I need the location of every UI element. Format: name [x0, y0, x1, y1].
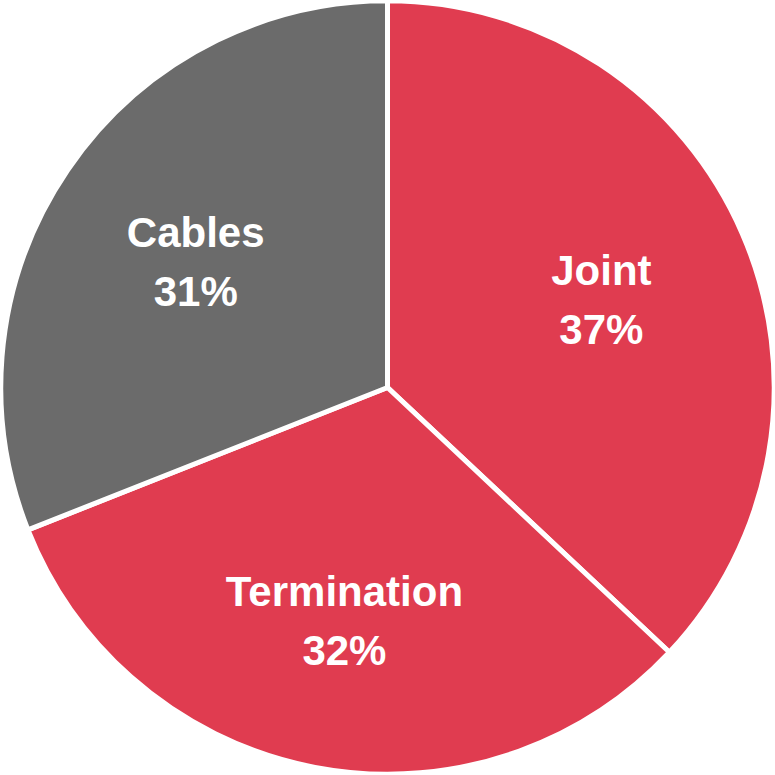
svg-text:Termination32%: Termination32%: [226, 568, 463, 674]
svg-text:Cables31%: Cables31%: [127, 209, 265, 315]
svg-text:Joint37%: Joint37%: [551, 247, 651, 353]
